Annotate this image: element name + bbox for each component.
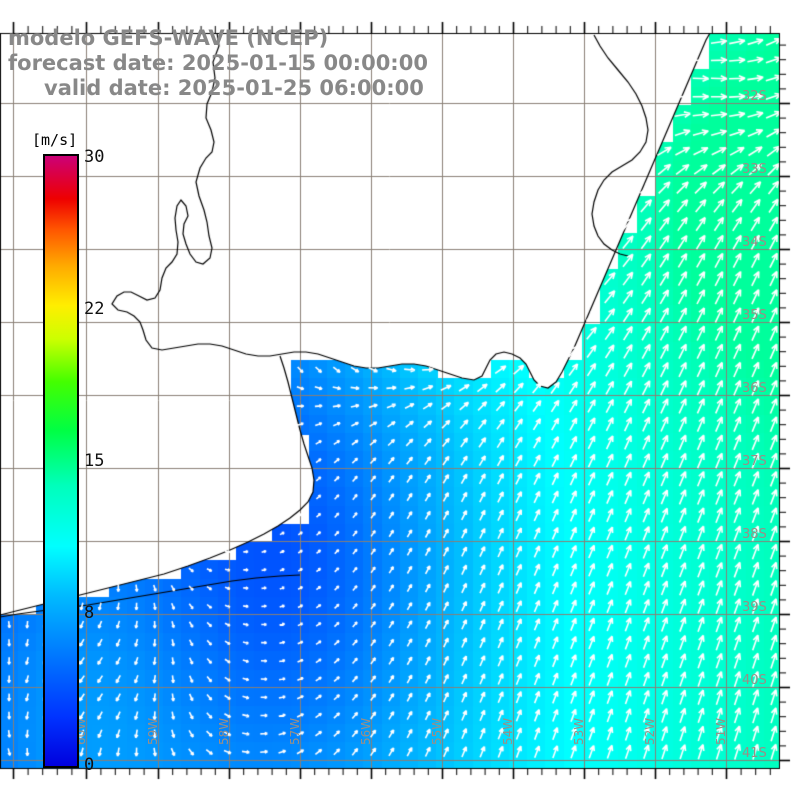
colorbar-tick-15: 15 bbox=[84, 451, 105, 471]
colorbar-tick-30: 30 bbox=[84, 147, 105, 167]
colorbar-tick-22: 22 bbox=[84, 299, 105, 319]
colorbar-tick-8: 8 bbox=[84, 603, 95, 623]
colorbar-unit-label: [m/s] bbox=[30, 131, 80, 149]
colorbar bbox=[43, 154, 79, 768]
colorbar-tick-0: 0 bbox=[84, 755, 95, 775]
colorbar-gradient bbox=[45, 156, 77, 766]
